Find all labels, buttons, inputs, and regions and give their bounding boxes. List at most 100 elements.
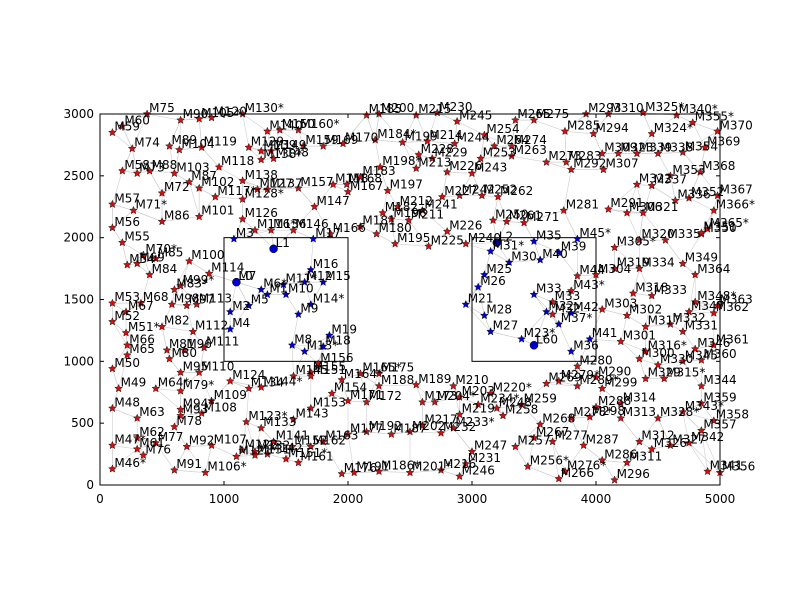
- point-label: M367: [720, 183, 753, 197]
- data-point-star: [337, 469, 347, 478]
- route-line: [169, 120, 181, 147]
- route-line: [688, 172, 701, 199]
- data-point-star: [461, 299, 471, 309]
- route-line: [563, 169, 572, 211]
- point-label: M85: [158, 246, 184, 260]
- route-line: [533, 241, 541, 261]
- data-point-star: [697, 228, 706, 237]
- data-point-star: [622, 311, 632, 320]
- point-label: M262: [500, 184, 533, 198]
- data-point-star: [225, 376, 235, 385]
- data-point-star: [287, 442, 297, 451]
- point-label: M327: [672, 432, 705, 446]
- point-label: M44: [579, 263, 605, 277]
- route-line: [394, 220, 410, 245]
- data-point-star: [370, 135, 380, 144]
- route-line: [552, 441, 560, 479]
- data-point-star: [455, 191, 464, 200]
- data-point-star: [269, 437, 278, 446]
- data-point-star: [266, 146, 276, 155]
- point-label: M332: [672, 311, 705, 325]
- point-label: M231: [468, 451, 501, 465]
- route-line: [267, 131, 272, 152]
- point-label: M267: [536, 425, 569, 439]
- data-point-star: [122, 260, 132, 269]
- point-label: M321: [645, 200, 678, 214]
- point-label: M182: [385, 200, 418, 214]
- route-line: [577, 366, 597, 378]
- data-point-star: [197, 408, 206, 417]
- data-point-star: [554, 319, 564, 328]
- data-point-star: [604, 204, 613, 213]
- route-line: [112, 388, 119, 409]
- route-line: [614, 247, 640, 269]
- point-label: M348*: [697, 289, 736, 303]
- data-point-star: [684, 307, 694, 316]
- route-line: [323, 434, 349, 443]
- point-label: M76: [145, 442, 171, 456]
- point-label: M277: [555, 429, 588, 443]
- route-line: [415, 115, 428, 142]
- point-label: M137: [269, 176, 302, 190]
- point-label: M293: [588, 101, 621, 115]
- route-line: [699, 171, 718, 196]
- point-label: M91: [176, 457, 202, 471]
- point-label: M286: [604, 447, 637, 461]
- data-point-star: [591, 402, 601, 411]
- data-point-dot: [492, 238, 502, 247]
- point-label: M203: [462, 384, 495, 398]
- point-label: M84: [152, 262, 178, 276]
- point-label: M145: [295, 363, 328, 377]
- route-line: [422, 196, 443, 211]
- route-line: [378, 384, 417, 387]
- route-line: [521, 311, 547, 340]
- data-point-star: [666, 319, 675, 328]
- point-label: M261: [509, 209, 542, 223]
- data-point-star: [308, 234, 318, 243]
- route-line: [112, 448, 138, 470]
- point-label: M363: [720, 293, 753, 307]
- route-line: [248, 147, 272, 152]
- point-label: M81: [169, 337, 195, 351]
- point-label: M314: [623, 390, 656, 404]
- route-line: [492, 196, 499, 221]
- route-line: [186, 305, 194, 332]
- route-line: [701, 210, 715, 233]
- data-point-star: [597, 455, 607, 464]
- route-line: [267, 187, 299, 190]
- point-label: M256*: [530, 453, 569, 467]
- point-label: M329: [648, 366, 681, 380]
- route-line: [205, 445, 212, 473]
- data-point-star: [614, 149, 623, 158]
- route-line: [292, 344, 324, 347]
- point-label: M283: [568, 149, 601, 163]
- route-line: [682, 131, 718, 153]
- data-point-star: [294, 458, 303, 467]
- point-label: M8: [294, 332, 312, 346]
- route-line: [595, 403, 621, 408]
- data-point-star: [703, 224, 712, 233]
- data-point-star: [480, 270, 489, 279]
- point-label: M343*: [685, 399, 724, 413]
- data-point-star: [253, 184, 262, 194]
- y-tick-label: 1000: [63, 354, 94, 368]
- route-line: [317, 335, 330, 364]
- point-label: M311: [629, 450, 662, 464]
- point-label: M100: [191, 248, 224, 262]
- point-label: M313: [623, 405, 656, 419]
- point-label: M147: [317, 194, 350, 208]
- point-label: M109: [214, 388, 247, 402]
- data-point-star: [145, 166, 154, 175]
- route-line: [571, 416, 590, 419]
- route-line: [242, 180, 268, 190]
- data-point-star: [306, 442, 316, 451]
- point-label: M68: [143, 290, 169, 304]
- point-label: M341: [710, 458, 743, 472]
- route-line: [402, 115, 417, 143]
- data-point-star: [517, 334, 526, 343]
- data-point-star: [585, 334, 595, 343]
- point-label: M67: [128, 299, 154, 313]
- route-line: [179, 147, 202, 151]
- route-line: [471, 173, 483, 196]
